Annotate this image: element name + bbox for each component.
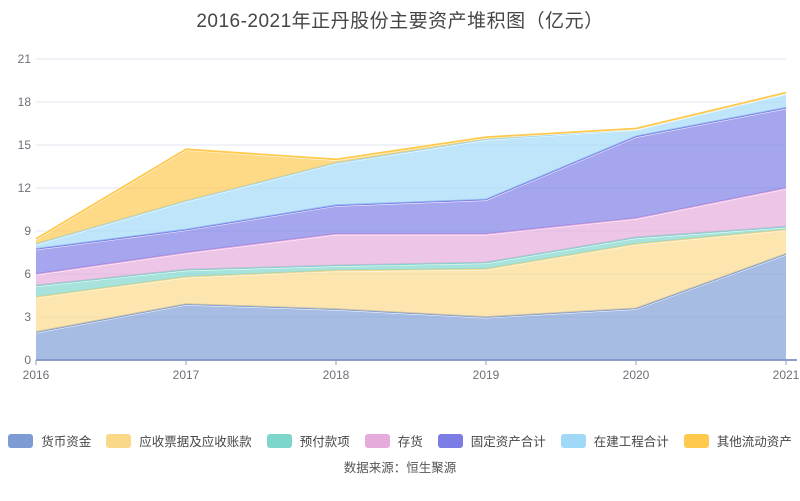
y-axis-label: 3 [24,310,31,324]
area-border-line [35,228,787,298]
y-axis-label: 6 [24,267,31,281]
y-axis-label: 0 [24,353,31,367]
legend-item[interactable]: 货币资金 [8,431,91,450]
legend-swatch-icon [106,433,132,448]
legend-item[interactable]: 预付款项 [266,431,350,450]
y-axis-label: 18 [18,95,32,109]
y-axis-label: 12 [18,181,32,195]
legend-label: 在建工程合计 [593,435,669,449]
x-axis-label: 2018 [323,368,350,382]
legend-item[interactable]: 应收票据及应收账款 [106,431,252,450]
x-axis-label: 2020 [623,368,650,382]
legend-label: 其他流动资产 [716,435,792,449]
legend-label: 存货 [397,435,423,449]
legend-swatch-icon [683,433,709,448]
chart-title: 2016-2021年正丹股份主要资产堆积图（亿元） [196,11,604,32]
legend-item[interactable]: 在建工程合计 [560,431,669,450]
area-band [36,253,786,360]
area-border-line [35,91,787,240]
x-axis-label: 2016 [23,368,50,382]
area-band [36,229,786,333]
legend-swatch-icon [560,433,586,448]
legend-label: 预付款项 [299,435,350,449]
chart-legend: 货币资金 应收票据及应收账款 预付款项 存货 固定资产合计 在建工程合计 其他流动资产 [0,431,800,450]
legend-swatch-icon [266,433,292,448]
area-band [36,92,786,244]
legend-item[interactable]: 固定资产合计 [437,431,546,450]
legend-swatch-icon [437,433,463,448]
legend-item[interactable]: 存货 [364,431,423,450]
legend-item[interactable]: 其他流动资产 [683,431,792,450]
x-axis-label: 2019 [473,368,500,382]
x-axis-label: 2021 [773,368,800,382]
legend-label: 货币资金 [41,435,92,449]
y-axis-label: 9 [24,224,31,238]
y-axis-label: 21 [18,52,32,66]
legend-label: 固定资产合计 [470,435,546,449]
stacked-area-chart: 0 3 6 9 12 15 18 21 2016 2017 2018 2019 2020 2021 [18,52,800,382]
y-axis-label: 15 [18,138,32,152]
legend-label: 应收票据及应收账款 [139,435,252,449]
area-band [36,188,786,286]
x-axis-label: 2017 [173,368,200,382]
legend-swatch-icon [364,433,390,448]
data-source-note: 数据来源：恒生聚源 [343,461,457,475]
area-band [36,107,786,274]
legend-swatch-icon [8,433,34,448]
